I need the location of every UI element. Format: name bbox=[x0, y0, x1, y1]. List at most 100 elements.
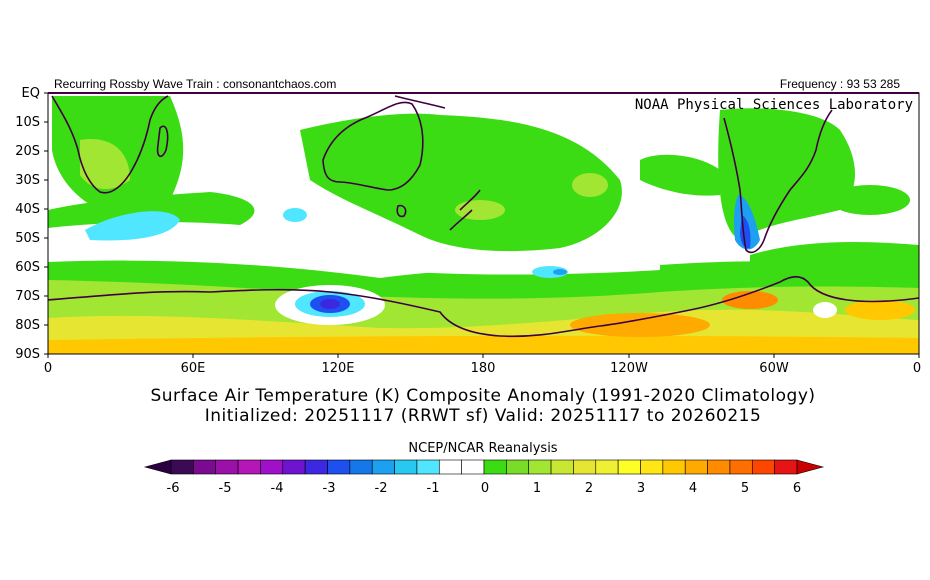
colorbar-high-arrow bbox=[796, 459, 825, 475]
colorbar-swatch bbox=[506, 459, 530, 475]
colorbar-swatch bbox=[327, 459, 351, 475]
cold-pocket-east bbox=[813, 302, 837, 318]
colorbar-swatch bbox=[662, 459, 686, 475]
coastline-new-guinea bbox=[394, 95, 446, 109]
colorbar-swatch bbox=[438, 459, 462, 475]
warm-core-south-pacific bbox=[572, 173, 608, 197]
colorbar-swatch bbox=[483, 459, 507, 475]
colorbar-swatch bbox=[170, 459, 194, 475]
cold-patch-south-pacific-core bbox=[553, 269, 567, 275]
colorbar-swatch bbox=[550, 459, 574, 475]
colorbar-swatch bbox=[774, 459, 798, 475]
warm-band-south-pole bbox=[48, 335, 919, 354]
warm-core-antarctic-peninsula bbox=[722, 291, 778, 309]
coastline-australia bbox=[322, 101, 424, 191]
anomaly-field bbox=[48, 93, 919, 354]
warm-core-tasman bbox=[455, 200, 505, 220]
warm-patch-east-pacific bbox=[640, 154, 720, 196]
colorbar-swatch bbox=[371, 459, 395, 475]
coastline-africa bbox=[51, 95, 169, 194]
lat-label: 40S bbox=[15, 202, 40, 217]
colorbar-swatch bbox=[595, 459, 619, 475]
colorbar-swatch bbox=[416, 459, 440, 475]
lat-label: 80S bbox=[15, 318, 40, 333]
colorbar-tick: -6 bbox=[167, 481, 180, 496]
cold-patch-kerguelen bbox=[283, 208, 307, 222]
cold-pocket-core bbox=[320, 299, 340, 309]
colorbar-tick: -3 bbox=[323, 481, 336, 496]
lon-label: 120E bbox=[321, 361, 354, 376]
lon-label: 120W bbox=[610, 361, 648, 376]
cold-patch-south-indian bbox=[85, 211, 180, 241]
colorbar-swatch bbox=[394, 459, 418, 475]
title-line-1: Surface Air Temperature (K) Composite An… bbox=[150, 386, 816, 406]
lat-label: 70S bbox=[15, 289, 40, 304]
warm-core-pacific bbox=[570, 313, 710, 337]
colorbar-swatch bbox=[304, 459, 328, 475]
header-left-text: Recurring Rossby Wave Train : consonantc… bbox=[54, 77, 337, 91]
colorbar-swatch bbox=[528, 459, 552, 475]
colorbar-tick: -2 bbox=[375, 481, 388, 496]
colorbar-swatch bbox=[617, 459, 641, 475]
lon-axis: 0 60E 120E 180 120W 60W 0 bbox=[44, 361, 921, 376]
lat-label: 90S bbox=[15, 347, 40, 362]
warm-patch-australia bbox=[300, 113, 622, 252]
colorbar-ticks: -6 -5 -4 -3 -2 -1 0 1 2 3 4 5 6 bbox=[167, 481, 802, 496]
lab-name: NOAA Physical Sciences Laboratory bbox=[635, 97, 913, 113]
colorbar-swatch bbox=[193, 459, 217, 475]
colorbar-tick: 6 bbox=[793, 481, 801, 496]
colorbar-swatch bbox=[729, 459, 753, 475]
lon-label: 180 bbox=[471, 361, 496, 376]
warm-core-east bbox=[845, 300, 915, 320]
colorbar-tick: -4 bbox=[271, 481, 284, 496]
coastline-new-zealand bbox=[449, 189, 481, 231]
colorbar-tick: 2 bbox=[585, 481, 593, 496]
colorbar-swatch bbox=[237, 459, 261, 475]
lon-label: 60W bbox=[759, 361, 789, 376]
colorbar-tick: 3 bbox=[637, 481, 645, 496]
warm-patch-south-africa-inner bbox=[80, 139, 130, 190]
colorbar-swatch bbox=[640, 459, 664, 475]
lat-label: EQ bbox=[22, 86, 40, 101]
coastline-antarctica bbox=[48, 275, 919, 338]
neutral-band bbox=[380, 255, 660, 275]
coastlines bbox=[48, 95, 919, 338]
lat-label: 20S bbox=[15, 144, 40, 159]
colorbar-tick: 1 bbox=[533, 481, 541, 496]
warm-patch-south-america bbox=[718, 108, 855, 241]
colorbar-swatch bbox=[260, 459, 284, 475]
colorbar-swatch bbox=[751, 459, 775, 475]
lon-label: 60E bbox=[181, 361, 206, 376]
colorbar-swatch bbox=[349, 459, 373, 475]
colorbar-swatch bbox=[282, 459, 306, 475]
coastline-tasmania bbox=[396, 204, 407, 218]
lon-label: 0 bbox=[44, 361, 52, 376]
lat-label: 60S bbox=[15, 260, 40, 275]
coastline-south-america bbox=[723, 109, 833, 254]
lat-label: 50S bbox=[15, 231, 40, 246]
lat-label: 30S bbox=[15, 173, 40, 188]
colorbar-swatch bbox=[215, 459, 239, 475]
warm-core-south-atlantic bbox=[830, 185, 910, 215]
lon-label: 0 bbox=[913, 361, 921, 376]
lat-ticks bbox=[44, 92, 48, 355]
title-line-2: Initialized: 20251117 (RRWT sf) Valid: 2… bbox=[204, 406, 762, 426]
colorbar-swatch bbox=[707, 459, 731, 475]
lat-label: 10S bbox=[15, 115, 40, 130]
lon-ticks bbox=[47, 354, 920, 358]
colorbar-swatch bbox=[461, 459, 485, 475]
colorbar-tick: -1 bbox=[427, 481, 440, 496]
lat-axis: EQ 10S 20S 30S 40S 50S 60S 70S 80S 90S bbox=[15, 86, 40, 362]
colorbar-tick: -5 bbox=[219, 481, 232, 496]
colorbar-swatch bbox=[684, 459, 708, 475]
colorbar-swatch bbox=[573, 459, 597, 475]
colorbar-tick: 0 bbox=[481, 481, 489, 496]
coastline-madagascar bbox=[156, 125, 169, 158]
colorbar-tick: 4 bbox=[689, 481, 697, 496]
header-right-text: Frequency : 93 53 285 bbox=[779, 77, 900, 91]
cold-patch-south-pacific bbox=[532, 266, 568, 278]
colorbar-low-arrow bbox=[143, 459, 172, 475]
warm-patch-south-atlantic bbox=[750, 242, 919, 272]
colorbar-label: NCEP/NCAR Reanalysis bbox=[408, 441, 558, 456]
